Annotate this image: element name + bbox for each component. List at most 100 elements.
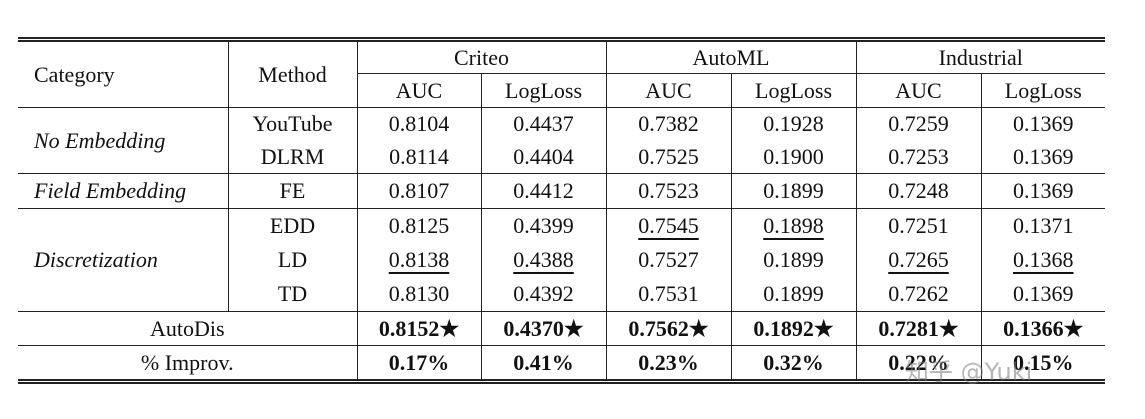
watermark: 知乎 @Yuki [905,358,1033,386]
best-value-cell: 0.7562★ [605,311,731,346]
method-cell: AutoDis [18,311,357,346]
header-dataset: Industrial [855,39,1106,74]
category-cell: Field Embedding [18,173,228,209]
improvement-cell: 0.22% [855,345,981,382]
value-text: 0.1899 [763,247,824,272]
improvement-label: % Improv. [140,349,234,375]
method-cell: LD [227,243,357,277]
value-cell: 0.1369 [980,276,1106,312]
table-row: Category Method Criteo AutoML Industrial [18,39,1106,108]
table-row: AutoDis 0.8152★ 0.4370★ 0.7562★ 0.1892★ 0.728… [18,311,1106,346]
table-row: LD 0.8138 0.4388 0.7527 0.1899 0.7265 0.1368 [18,243,1106,277]
value-cell: 0.7545 [605,208,731,244]
value-text: 0.4437 [513,111,574,137]
header-metric: LogLoss [980,73,1106,108]
value-cell: 0.1369 [980,140,1106,174]
value-cell: 0.8125 [356,208,481,244]
value-text: 0.7527 [638,247,699,272]
value-cell: 0.4404 [480,140,606,174]
value-text: 0.4404 [513,143,574,169]
best-value-cell: 0.8152★ [356,311,481,346]
value-text: 0.7382 [638,111,699,137]
value-text: 0.7523 [638,178,699,203]
value-text: 0.7248 [888,178,949,203]
value-text: 0.7545 [638,213,699,239]
header-metric: AUC [605,73,731,108]
value-cell: 0.1371 [980,208,1106,244]
value-cell: 0.4399 [480,208,606,244]
value-cell: 0.7253 [855,140,981,174]
table-row: TD 0.8130 0.4392 0.7531 0.1899 0.7262 0.1369 [18,276,1106,312]
value-text: 0.1369 [1013,178,1074,203]
value-text: 0.1369 [1013,111,1074,137]
value-cell: 0.7265 [855,243,981,277]
value-cell: 0.7523 [605,173,731,209]
table-row: No Embedding YouTube 0.8104 0.4437 0.7382 0.1… [18,107,1106,174]
method-cell: YouTube [227,107,357,141]
best-value-cell: 0.1366★ [980,311,1106,346]
method-cell: DLRM [227,140,357,174]
value-cell: 0.1899 [730,173,856,209]
improvement-cell: 0.41% [480,345,606,382]
value-cell: 0.1899 [730,243,856,277]
results-table: Category Method Criteo AutoML Industrial AUC L… [18,37,1106,384]
table-row: Discretization EDD 0.8125 0.4399 0.7545 0.189… [18,208,1106,312]
value-text: 0.8130 [388,280,450,306]
value-cell: 0.1898 [730,208,856,244]
value-text: 0.1368 [1013,247,1074,272]
category-cell: No Embedding [18,107,228,174]
value-cell: 0.7382 [605,107,731,141]
value-text: 0.4388 [513,247,574,272]
value-text: 0.8104 [388,111,450,137]
value-text: 0.7253 [888,143,949,169]
value-text: 0.7525 [638,143,699,169]
header-metric: AUC [356,73,481,108]
value-cell: 0.1369 [980,173,1106,209]
value-text: 0.8114 [389,143,449,169]
table-row: AUC LogLoss AUC LogLoss AUC LogLoss [18,73,1106,108]
best-value-cell: 0.4370★ [480,311,606,346]
value-cell: 0.7531 [605,276,731,312]
value-cell: 0.8138 [356,243,481,277]
value-cell: 0.7259 [855,107,981,141]
header-dataset: Criteo [356,39,606,74]
header-metric: LogLoss [480,73,606,108]
improvement-cell: 0.23% [605,345,731,382]
value-cell: 0.1368 [980,243,1106,277]
header-metric: AUC [855,73,981,108]
value-text: 0.1898 [763,213,824,239]
header-category: Category [18,39,228,108]
best-value-cell: 0.1892★ [730,311,856,346]
value-text: 0.7262 [888,280,949,306]
value-text: 0.7259 [888,111,949,137]
table-row: DLRM 0.8114 0.4404 0.7525 0.1900 0.7253 0.1369 [18,140,1106,174]
value-cell: 0.8107 [356,173,481,209]
value-cell: 0.4392 [480,276,606,312]
category-cell: Discretization [18,208,228,312]
value-cell: 0.8104 [356,107,481,141]
value-text: 0.4412 [513,178,574,203]
header-dataset: AutoML [605,39,856,74]
value-text: 0.8107 [388,178,450,203]
value-text: 0.1928 [763,111,824,137]
table-row: Field Embedding FE 0.8107 0.4412 0.7523 0.189… [18,173,1106,209]
value-cell: 0.1900 [730,140,856,174]
value-cell: 0.7527 [605,243,731,277]
value-cell: 0.1928 [730,107,856,141]
value-cell: 0.7525 [605,140,731,174]
value-text: 0.1900 [763,143,824,169]
improvement-cell: 0.17% [356,345,481,382]
value-text: 0.8138 [388,247,450,272]
value-text: 0.1371 [1013,213,1074,239]
best-value-cell: 0.7281★ [855,311,981,346]
value-cell: 0.7262 [855,276,981,312]
value-cell: 0.8114 [356,140,481,174]
method-cell: EDD [227,208,357,244]
value-text: 0.8125 [388,213,450,239]
value-text: 0.1369 [1013,280,1074,306]
method-cell: FE [227,173,357,209]
method-cell: TD [227,276,357,312]
table-row: % Improv. 0.17% 0.41% 0.23% 0.32% 0.22% 0.15% [18,345,1106,382]
value-cell: 0.4437 [480,107,606,141]
